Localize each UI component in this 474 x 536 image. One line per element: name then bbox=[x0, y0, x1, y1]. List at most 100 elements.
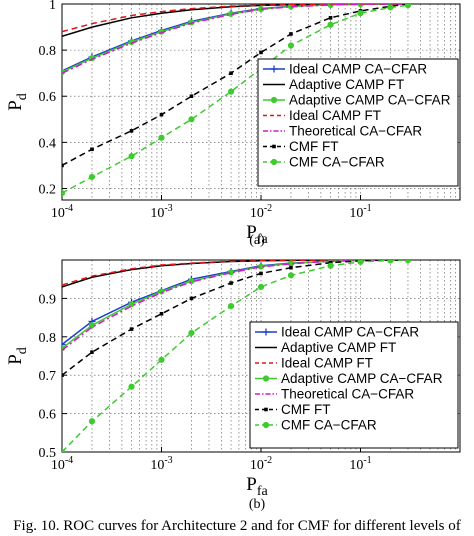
x-tick-label: 10-2 bbox=[250, 455, 272, 473]
series-line bbox=[62, 260, 409, 452]
legend-label: CMF FT bbox=[289, 139, 339, 154]
data-point bbox=[159, 112, 164, 117]
grid bbox=[62, 4, 460, 200]
legend-label: Adaptive CAMP FT bbox=[281, 340, 396, 355]
y-tick-label: 0.9 bbox=[39, 292, 57, 307]
data-point bbox=[270, 96, 278, 104]
data-point bbox=[227, 269, 235, 276]
data-point bbox=[327, 262, 334, 269]
y-tick-label: 0.2 bbox=[39, 182, 57, 197]
data-point bbox=[387, 260, 394, 264]
legend-label: Ideal CAMP CA−CFAR bbox=[281, 325, 419, 340]
legend-label: Ideal CAMP CA−CFAR bbox=[289, 62, 427, 77]
y-tick-label: 0.8 bbox=[39, 44, 57, 59]
legend-box bbox=[249, 321, 459, 449]
x-tick-label: 10-3 bbox=[150, 203, 172, 221]
x-tick-label: 10-4 bbox=[51, 203, 73, 221]
y-tick-label: 0.7 bbox=[39, 369, 57, 384]
data-point bbox=[404, 260, 412, 264]
data-point bbox=[387, 4, 394, 11]
x-tick-label: 10-3 bbox=[150, 455, 172, 473]
data-point bbox=[158, 134, 165, 141]
legend-label: Theoretical CA−CFAR bbox=[289, 124, 422, 139]
y-axis-label: Pd bbox=[5, 93, 30, 111]
data-point bbox=[270, 65, 278, 73]
x-axis-label: Pfa bbox=[246, 474, 268, 499]
data-point bbox=[188, 329, 195, 337]
series-line bbox=[62, 260, 408, 286]
legend-label: Theoretical CA−CFAR bbox=[281, 387, 414, 402]
data-point bbox=[229, 71, 233, 75]
data-point bbox=[229, 281, 233, 285]
data-point bbox=[129, 129, 134, 133]
y-tick-label: 0.6 bbox=[39, 408, 57, 423]
data-point bbox=[328, 16, 333, 20]
data-point bbox=[289, 265, 293, 270]
data-point bbox=[257, 283, 265, 290]
figure: 10-4 10-3 10-2 10-1 0.2 0.4 0.6 0.8 1 Pfa Pd (a) Ide… bbox=[5, 0, 461, 512]
legend-label: Adaptive CAMP FT bbox=[289, 77, 404, 92]
data-point bbox=[272, 144, 276, 149]
series-group bbox=[62, 260, 412, 452]
data-point bbox=[259, 50, 263, 55]
data-point bbox=[327, 21, 334, 28]
data-point bbox=[90, 147, 94, 152]
y-tick-label: 0.6 bbox=[39, 90, 57, 105]
data-point bbox=[270, 158, 278, 166]
series-line bbox=[62, 4, 408, 33]
data-point bbox=[128, 383, 135, 390]
data-point bbox=[262, 421, 270, 429]
legend-label: Adaptive CAMP CA−CFAR bbox=[289, 93, 451, 108]
data-point bbox=[357, 260, 364, 266]
data-point bbox=[90, 350, 94, 354]
data-point bbox=[62, 163, 64, 168]
legend-box bbox=[257, 58, 459, 187]
data-point bbox=[264, 407, 268, 412]
data-point bbox=[128, 301, 135, 308]
y-tick-label: 0.8 bbox=[39, 331, 57, 346]
data-point bbox=[357, 10, 364, 17]
data-point bbox=[189, 94, 194, 99]
series-line bbox=[62, 4, 409, 74]
series-line bbox=[62, 260, 408, 376]
data-point bbox=[159, 311, 164, 316]
x-tick-label: 10-2 bbox=[250, 203, 272, 221]
legend-label: Adaptive CAMP CA−CFAR bbox=[281, 371, 443, 386]
data-point bbox=[259, 271, 263, 276]
data-point bbox=[189, 296, 194, 301]
data-point bbox=[62, 189, 66, 197]
data-point bbox=[262, 328, 270, 336]
data-point bbox=[158, 356, 165, 363]
data-point bbox=[62, 340, 66, 348]
y-tick-label: 0.4 bbox=[39, 136, 57, 151]
subfigure-label: (a) bbox=[249, 233, 265, 248]
legend-label: Ideal CAMP FT bbox=[289, 108, 381, 123]
data-point bbox=[262, 375, 270, 382]
data-point bbox=[88, 418, 96, 425]
y-tick-label: 0.5 bbox=[39, 446, 57, 461]
data-point bbox=[88, 173, 96, 181]
y-tick-label: 1 bbox=[49, 0, 56, 13]
data-point bbox=[227, 88, 235, 95]
data-point bbox=[287, 42, 295, 49]
x-tick-label: 10-1 bbox=[349, 203, 371, 221]
data-point bbox=[62, 373, 64, 377]
legend-label: CMF CA−CFAR bbox=[281, 418, 377, 433]
data-point bbox=[404, 4, 412, 9]
y-axis-label: Pd bbox=[5, 347, 30, 365]
legend-label: CMF CA−CFAR bbox=[289, 155, 385, 170]
series-line bbox=[62, 4, 409, 194]
data-point bbox=[88, 322, 96, 329]
data-point bbox=[227, 302, 235, 310]
data-point bbox=[287, 272, 295, 279]
chart-panel: 10-4 10-3 10-2 10-10.50.60.70.80.9PfaPd(b)I… bbox=[5, 259, 461, 512]
legend-label: Ideal CAMP FT bbox=[281, 356, 373, 371]
legend-label: CMF FT bbox=[281, 402, 331, 417]
data-point bbox=[289, 32, 293, 36]
data-point bbox=[62, 448, 66, 452]
data-point bbox=[128, 153, 135, 160]
data-point bbox=[129, 327, 134, 331]
series-line bbox=[62, 4, 409, 167]
